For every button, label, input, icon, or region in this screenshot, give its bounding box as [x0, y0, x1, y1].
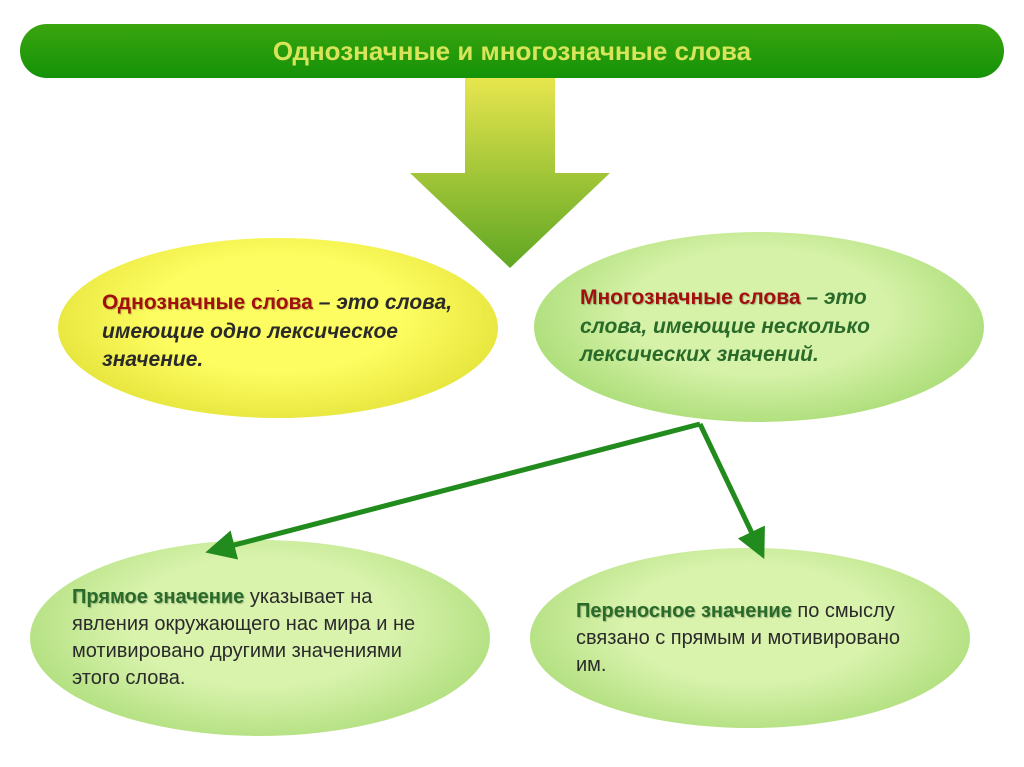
connector-to-direct	[215, 424, 700, 550]
bubble-polysemous: Многозначные слова – это слова, имеющие …	[534, 232, 984, 422]
title-text: Однозначные и многозначные слова	[273, 36, 751, 67]
bubble-unambiguous: . Однозначные слова – это слова, имеющие…	[58, 238, 498, 418]
title-pill: Однозначные и многозначные слова	[20, 24, 1004, 78]
bubble-unambiguous-text: . Однозначные слова – это слова, имеющие…	[58, 282, 498, 375]
connector-arrows	[0, 400, 1024, 600]
connector-to-figurative	[700, 424, 760, 550]
bubble-figurative-meaning-text: Переносное значение по смыслу связано с …	[530, 598, 970, 679]
term-figurative: Переносное значение	[576, 600, 792, 622]
down-arrow-icon	[410, 78, 610, 273]
bubble-direct-meaning-text: Прямое значение указывает на явления окр…	[30, 584, 490, 692]
term-unambiguous: Однозначные слова	[102, 291, 313, 314]
bubble-polysemous-text: Многозначные слова – это слова, имеющие …	[534, 284, 984, 369]
term-polysemous: Многозначные слова	[580, 286, 801, 309]
